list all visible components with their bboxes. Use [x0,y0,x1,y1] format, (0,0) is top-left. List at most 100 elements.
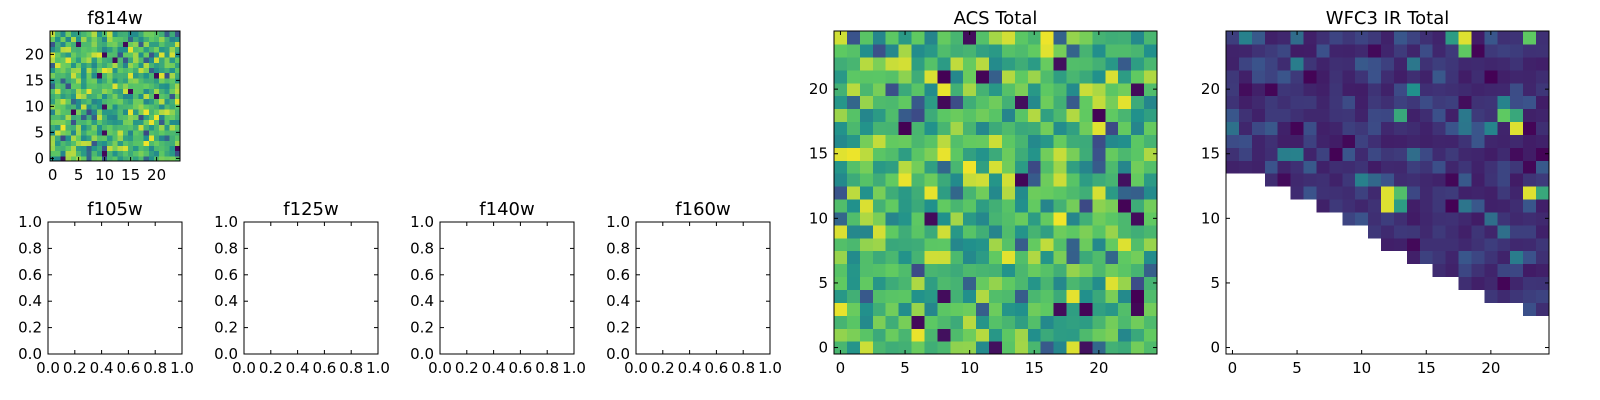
heatmap-cell [117,31,124,37]
heatmap-cell [55,145,61,152]
heatmap-cell [950,56,964,71]
heatmap-cell [81,155,87,162]
heatmap-cell [1092,121,1106,135]
heatmap-cell [950,198,964,213]
heatmap-cell [81,72,87,79]
heatmap-cell [164,83,171,89]
heatmap-cell [1001,69,1016,84]
heatmap-cell [107,135,113,141]
heatmap-cell [122,62,129,68]
heatmap-cell [154,72,160,79]
heatmap-cell [989,211,1003,226]
heatmap-cell [1536,43,1550,58]
heatmap-cell [963,237,977,252]
heatmap-cell [1092,186,1106,200]
heatmap-cell [133,98,139,105]
heatmap-cell [1458,250,1473,265]
heatmap-cell [834,250,848,265]
heatmap-cell [117,98,124,105]
heatmap-cell [963,250,977,265]
heatmap-cell [107,72,113,79]
heatmap-cell [1027,160,1042,174]
heatmap-cell [885,315,900,329]
heatmap-cell [1277,95,1292,110]
heatmap-cell [159,98,165,105]
heatmap-cell [133,41,139,48]
heatmap-cell [81,145,87,152]
heatmap-cell [1014,315,1029,329]
heatmap-cell [1368,224,1382,239]
heatmap-cell [164,57,171,63]
heatmap-cell [1066,224,1081,239]
heatmap-cell [91,93,98,100]
heatmap-cell [86,83,93,89]
heatmap-cell [963,173,977,187]
heatmap-cell [55,150,61,157]
heatmap-cell [159,51,165,58]
heatmap-cell [65,36,72,42]
heatmap-cell [55,41,61,48]
heatmap-cell [1105,302,1119,316]
heatmap-cell [1497,211,1511,226]
heatmap-cell [1432,237,1447,252]
heatmap-cell [1303,134,1318,148]
heatmap-cell [963,186,977,200]
heatmap-cell [911,82,926,97]
heatmap-cell [1316,82,1330,97]
heatmap-cell [148,103,155,110]
heatmap-cell [50,140,56,146]
heatmap-cell [117,114,124,120]
heatmap-cell [138,145,145,152]
heatmap-cell [885,250,900,265]
heatmap-cell [1144,134,1158,148]
heatmap-cell [859,302,874,316]
heatmap-cell [164,41,171,48]
heatmap-cell [1092,289,1106,303]
heatmap-cell [1497,224,1511,239]
heatmap-cell [1536,237,1550,252]
heatmap-cell [1027,315,1042,329]
heatmap-cell [1419,160,1434,174]
heatmap-cell [976,328,990,342]
heatmap-cell [70,62,77,68]
heatmap-cell [1355,173,1369,187]
heatmap-cell [846,121,861,135]
heatmap-cell [107,93,113,100]
heatmap-cell [1131,121,1145,135]
heatmap-cell [872,211,887,226]
heatmap-cell [86,119,93,126]
heatmap-cell [950,276,964,290]
heatmap-cell [1510,56,1524,71]
heatmap-cell [1118,82,1132,97]
heatmap-cell [1523,302,1537,316]
heatmap-cell [1264,147,1279,161]
heatmap-cell [1342,108,1356,123]
heatmap-cell [164,135,171,141]
heatmap-cell [112,140,119,146]
heatmap-cell [924,121,938,135]
heatmap-cell [70,155,77,162]
heatmap-cell [911,95,926,110]
heatmap-cell [65,77,72,84]
y-tick-label: 1.0 [410,213,434,231]
heatmap-cell [1027,276,1042,290]
heatmap-cell [1303,108,1318,123]
heatmap-cell [937,108,951,123]
heatmap-cell [50,41,56,48]
heatmap-cell [164,36,171,42]
heatmap-cell [1432,186,1447,200]
heatmap-cell [846,160,861,174]
heatmap-cell [60,114,67,120]
heatmap-cell [1368,147,1382,161]
heatmap-cell [148,129,155,136]
heatmap-cell [859,121,874,135]
heatmap-cell [169,88,176,94]
heatmap-cell [81,88,87,94]
heatmap-cell [1238,43,1253,58]
heatmap-cell [133,135,139,141]
heatmap-cell [1316,43,1330,58]
heatmap-cell [1014,121,1029,135]
heatmap-cell [174,67,181,74]
heatmap-cell [112,155,119,162]
